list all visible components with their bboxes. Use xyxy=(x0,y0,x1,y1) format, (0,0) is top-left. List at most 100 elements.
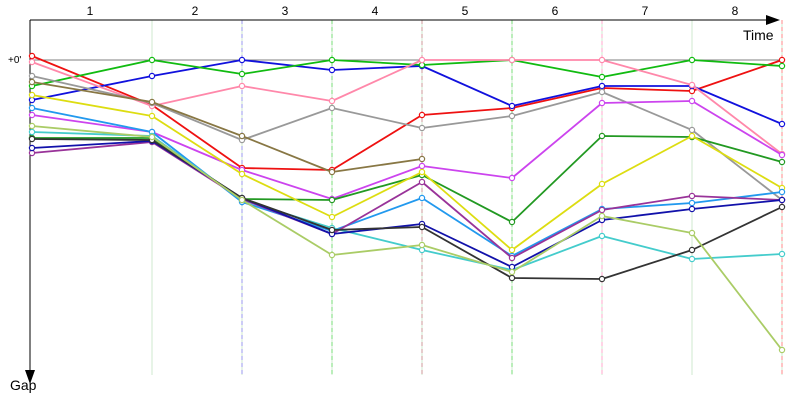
data-point xyxy=(28,122,36,130)
data-point xyxy=(238,132,246,140)
data-point xyxy=(598,275,606,283)
data-point xyxy=(148,112,156,120)
data-point xyxy=(418,56,426,64)
data-point xyxy=(508,112,516,120)
data-point xyxy=(778,346,786,354)
data-point xyxy=(778,250,786,258)
lap-label: 7 xyxy=(642,4,649,18)
data-point xyxy=(598,73,606,81)
series-line xyxy=(31,141,783,259)
data-point xyxy=(418,223,426,231)
data-point xyxy=(598,232,606,240)
data-point xyxy=(28,72,36,80)
data-point xyxy=(238,170,246,178)
data-point xyxy=(148,98,156,106)
data-point xyxy=(598,88,606,96)
data-point xyxy=(778,62,786,70)
data-point xyxy=(508,246,516,254)
data-point xyxy=(148,56,156,64)
data-point xyxy=(508,268,516,276)
data-point xyxy=(598,82,606,90)
lap-label-layer: 1 2 3 4 5 6 7 8 xyxy=(87,4,739,18)
series-line xyxy=(31,55,783,171)
data-point xyxy=(238,196,246,204)
data-point xyxy=(28,135,36,143)
lap-label: 8 xyxy=(732,4,739,18)
data-point xyxy=(418,124,426,132)
lap-label: 6 xyxy=(552,4,559,18)
data-point xyxy=(418,178,426,186)
data-point xyxy=(148,72,156,80)
lap-label: 3 xyxy=(282,4,289,18)
zero-label: +0' xyxy=(8,55,21,66)
lap-label: 4 xyxy=(372,4,379,18)
data-point xyxy=(508,102,516,110)
series-line xyxy=(31,100,783,200)
data-point xyxy=(148,133,156,141)
data-point xyxy=(598,132,606,140)
data-point xyxy=(328,226,336,234)
data-point xyxy=(508,218,516,226)
series-line xyxy=(31,107,783,257)
data-point xyxy=(778,203,786,211)
lap-label: 5 xyxy=(462,4,469,18)
data-point xyxy=(778,188,786,196)
data-point xyxy=(328,104,336,112)
series-line xyxy=(31,125,783,351)
data-point xyxy=(328,196,336,204)
series-line xyxy=(31,131,783,271)
series-layer xyxy=(28,52,786,354)
data-point xyxy=(418,111,426,119)
data-point xyxy=(328,66,336,74)
data-point xyxy=(598,212,606,220)
data-point xyxy=(28,52,36,60)
data-point xyxy=(328,97,336,105)
data-point xyxy=(688,205,696,213)
data-point xyxy=(238,56,246,64)
y-axis-arrow-icon xyxy=(25,370,35,384)
data-point xyxy=(598,56,606,64)
x-axis-title: Time xyxy=(743,27,774,43)
data-point xyxy=(688,246,696,254)
data-point xyxy=(598,206,606,214)
data-point xyxy=(28,128,36,136)
data-point xyxy=(328,251,336,259)
data-point xyxy=(28,91,36,99)
data-point xyxy=(778,158,786,166)
data-point xyxy=(598,99,606,107)
lap-label: 1 xyxy=(87,4,94,18)
data-point xyxy=(328,168,336,176)
lap-label: 2 xyxy=(192,4,199,18)
x-axis-arrow-icon xyxy=(766,15,780,25)
data-point xyxy=(418,168,426,176)
series-line xyxy=(31,138,783,280)
data-point xyxy=(688,81,696,89)
data-point xyxy=(418,155,426,163)
data-point xyxy=(508,174,516,182)
data-point xyxy=(418,162,426,170)
data-point xyxy=(688,56,696,64)
data-point xyxy=(688,192,696,200)
data-point xyxy=(328,213,336,221)
data-point xyxy=(688,199,696,207)
data-point xyxy=(238,70,246,78)
data-point xyxy=(688,255,696,263)
data-point xyxy=(28,78,36,86)
data-point xyxy=(418,194,426,202)
data-point xyxy=(688,126,696,134)
data-point xyxy=(778,56,786,64)
data-point xyxy=(28,111,36,119)
data-point xyxy=(778,120,786,128)
data-point xyxy=(28,144,36,152)
data-point xyxy=(508,274,516,282)
data-point xyxy=(508,254,516,262)
data-point xyxy=(688,132,696,140)
data-point xyxy=(778,151,786,159)
data-point xyxy=(508,56,516,64)
data-point xyxy=(688,97,696,105)
data-point xyxy=(778,196,786,204)
data-point xyxy=(688,229,696,237)
series-line xyxy=(31,59,783,87)
